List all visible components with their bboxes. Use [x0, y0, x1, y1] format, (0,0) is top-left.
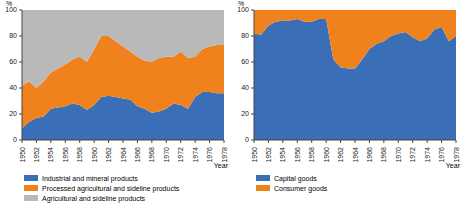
svg-text:1966: 1966	[134, 147, 141, 163]
svg-text:1956: 1956	[62, 147, 69, 163]
html-text:Agricultural and sideline prod: Agricultural and sideline products	[42, 194, 146, 202]
svg-text:1952: 1952	[265, 147, 272, 163]
svg-text:1960: 1960	[91, 147, 98, 163]
svg-text:80: 80	[241, 32, 249, 39]
svg-text:1978: 1978	[221, 147, 228, 163]
svg-text:1966: 1966	[366, 147, 373, 163]
svg-text:60: 60	[9, 58, 17, 65]
svg-text:40: 40	[241, 84, 249, 91]
svg-text:1968: 1968	[380, 147, 387, 163]
svg-text:1954: 1954	[279, 147, 286, 163]
svg-text:1968: 1968	[148, 147, 155, 163]
html-text:Consumer goods: Consumer goods	[274, 184, 328, 192]
svg-text:100: 100	[8, 6, 17, 13]
svg-text:1962: 1962	[105, 147, 112, 163]
svg-text:1964: 1964	[120, 147, 127, 163]
svg-text:0: 0	[13, 136, 17, 143]
html-text:Year: Year	[213, 162, 228, 169]
svg-text:20: 20	[9, 110, 17, 117]
svg-text:100: 100	[237, 6, 249, 13]
svg-text:60: 60	[241, 58, 249, 65]
svg-text:1972: 1972	[409, 147, 416, 163]
svg-text:1954: 1954	[47, 147, 54, 163]
svg-text:1962: 1962	[337, 147, 344, 163]
svg-text:80: 80	[9, 32, 17, 39]
svg-text:40: 40	[9, 84, 17, 91]
svg-text:1950: 1950	[19, 147, 26, 163]
svg-text:0: 0	[245, 136, 249, 143]
svg-text:1976: 1976	[206, 147, 213, 163]
svg-text:1958: 1958	[76, 147, 83, 163]
svg-text:1958: 1958	[308, 147, 315, 163]
html-text:Capital goods: Capital goods	[274, 174, 317, 182]
svg-text:1976: 1976	[438, 147, 445, 163]
svg-text:1974: 1974	[424, 147, 431, 163]
svg-text:1960: 1960	[323, 147, 330, 163]
html-text:Processed agricultural and sid: Processed agricultural and sideline prod…	[42, 184, 180, 192]
svg-text:1972: 1972	[177, 147, 184, 163]
svg-text:20: 20	[241, 110, 249, 117]
svg-text:1952: 1952	[33, 147, 40, 163]
svg-text:1956: 1956	[294, 147, 301, 163]
svg-text:1978: 1978	[453, 147, 458, 163]
svg-text:1974: 1974	[192, 147, 199, 163]
svg-text:1950: 1950	[251, 147, 258, 163]
svg-text:1970: 1970	[395, 147, 402, 163]
html-text:Industrial and mineral product: Industrial and mineral products	[42, 174, 138, 182]
svg-text:1970: 1970	[163, 147, 170, 163]
svg-text:1964: 1964	[352, 147, 359, 163]
html-text:Year: Year	[445, 162, 460, 169]
